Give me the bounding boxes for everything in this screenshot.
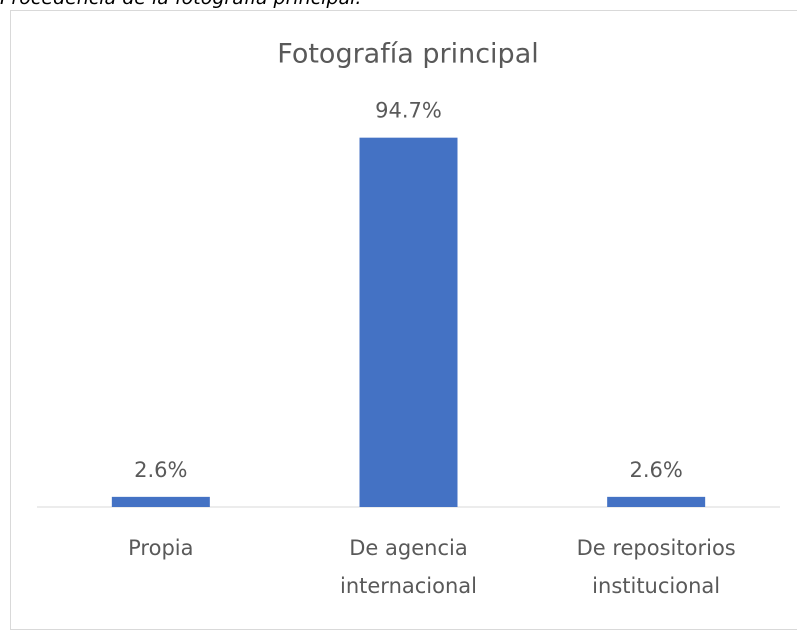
- chart-title: Fotografía principal: [277, 39, 539, 70]
- bar: [607, 496, 706, 507]
- x-tick-label: De repositorios institucional: [576, 536, 736, 598]
- x-tick-label: Propia: [128, 536, 194, 560]
- data-label: 2.6%: [629, 458, 682, 482]
- data-label: 2.6%: [134, 458, 187, 482]
- caption: Procedencia de la fotografía principal.: [0, 0, 361, 9]
- bar: [111, 496, 210, 507]
- data-label: 94.7%: [375, 99, 442, 123]
- x-tick-label: De agencia internacional: [340, 536, 477, 598]
- bar: [359, 137, 458, 508]
